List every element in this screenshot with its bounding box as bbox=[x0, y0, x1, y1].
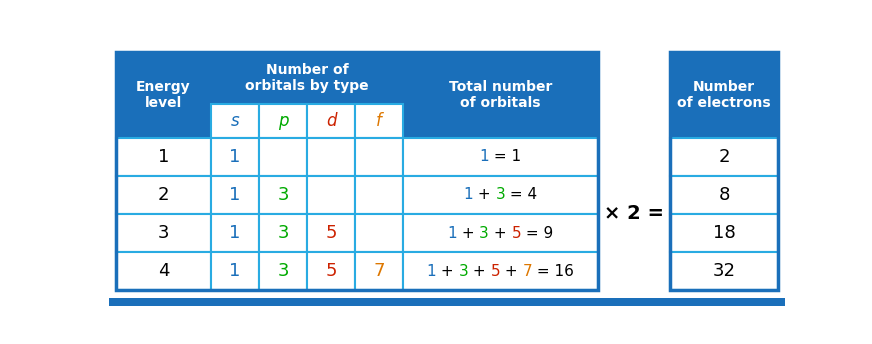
Bar bbox=[671, 52, 778, 290]
Bar bbox=[259, 214, 307, 252]
Text: = 9: = 9 bbox=[521, 226, 554, 240]
Bar bbox=[211, 138, 259, 176]
Bar bbox=[671, 52, 778, 138]
Text: f: f bbox=[376, 112, 382, 130]
Bar bbox=[403, 138, 597, 176]
Text: 1: 1 bbox=[229, 262, 241, 280]
Bar bbox=[403, 214, 597, 252]
Text: 8: 8 bbox=[719, 186, 730, 204]
Bar bbox=[259, 104, 307, 138]
Bar bbox=[671, 176, 778, 214]
Text: 1: 1 bbox=[229, 224, 241, 242]
Text: 3: 3 bbox=[459, 264, 468, 279]
Text: 5: 5 bbox=[512, 226, 521, 240]
Bar bbox=[403, 252, 597, 290]
Text: d: d bbox=[326, 112, 337, 130]
Text: 5: 5 bbox=[491, 264, 501, 279]
Text: +: + bbox=[489, 226, 512, 240]
Text: 3: 3 bbox=[277, 186, 289, 204]
Text: 3: 3 bbox=[495, 187, 505, 202]
Bar bbox=[211, 104, 259, 138]
Text: × 2 =: × 2 = bbox=[604, 204, 664, 224]
Bar bbox=[355, 214, 403, 252]
Text: 7: 7 bbox=[523, 264, 533, 279]
Text: 4: 4 bbox=[158, 262, 169, 280]
Text: 3: 3 bbox=[277, 262, 289, 280]
Bar bbox=[307, 104, 355, 138]
Text: 18: 18 bbox=[712, 224, 736, 242]
Text: 2: 2 bbox=[719, 148, 730, 166]
Bar bbox=[116, 214, 211, 252]
Text: 1: 1 bbox=[463, 187, 473, 202]
Bar bbox=[307, 138, 355, 176]
Text: +: + bbox=[473, 187, 495, 202]
Bar bbox=[211, 176, 259, 214]
Text: +: + bbox=[457, 226, 480, 240]
Bar bbox=[211, 214, 259, 252]
Text: Number
of electrons: Number of electrons bbox=[678, 80, 771, 110]
Text: = 4: = 4 bbox=[505, 187, 537, 202]
Text: 1: 1 bbox=[426, 264, 436, 279]
Text: 1: 1 bbox=[158, 148, 169, 166]
Bar bbox=[211, 52, 403, 104]
Bar bbox=[355, 176, 403, 214]
Bar bbox=[307, 176, 355, 214]
Bar bbox=[116, 52, 211, 138]
Bar bbox=[116, 176, 211, 214]
Bar bbox=[116, 52, 597, 290]
Bar bbox=[671, 214, 778, 252]
Text: 2: 2 bbox=[158, 186, 169, 204]
Text: 3: 3 bbox=[158, 224, 169, 242]
Text: = 1: = 1 bbox=[489, 149, 521, 164]
Text: +: + bbox=[436, 264, 459, 279]
Bar bbox=[109, 298, 785, 306]
Text: 5: 5 bbox=[325, 262, 337, 280]
Text: 5: 5 bbox=[325, 224, 337, 242]
Text: 3: 3 bbox=[277, 224, 289, 242]
Bar bbox=[259, 176, 307, 214]
Bar bbox=[403, 52, 597, 138]
Bar bbox=[671, 252, 778, 290]
Bar bbox=[259, 138, 307, 176]
Text: +: + bbox=[468, 264, 491, 279]
Bar bbox=[671, 138, 778, 176]
Bar bbox=[307, 214, 355, 252]
Bar bbox=[355, 252, 403, 290]
Bar bbox=[259, 252, 307, 290]
Text: 1: 1 bbox=[447, 226, 457, 240]
Text: p: p bbox=[278, 112, 289, 130]
Bar bbox=[116, 252, 211, 290]
Text: 3: 3 bbox=[480, 226, 489, 240]
Bar bbox=[116, 138, 211, 176]
Bar bbox=[211, 252, 259, 290]
Bar bbox=[403, 176, 597, 214]
Text: 1: 1 bbox=[480, 149, 489, 164]
Text: Energy
level: Energy level bbox=[136, 80, 191, 110]
Text: Number of
orbitals by type: Number of orbitals by type bbox=[245, 63, 369, 93]
Text: 7: 7 bbox=[373, 262, 385, 280]
Text: 1: 1 bbox=[229, 148, 241, 166]
Text: s: s bbox=[231, 112, 239, 130]
Bar bbox=[355, 104, 403, 138]
Bar bbox=[307, 252, 355, 290]
Text: = 16: = 16 bbox=[533, 264, 575, 279]
Bar bbox=[355, 138, 403, 176]
Text: Total number
of orbitals: Total number of orbitals bbox=[448, 80, 552, 110]
Text: +: + bbox=[501, 264, 523, 279]
Text: 1: 1 bbox=[229, 186, 241, 204]
Text: 32: 32 bbox=[712, 262, 736, 280]
